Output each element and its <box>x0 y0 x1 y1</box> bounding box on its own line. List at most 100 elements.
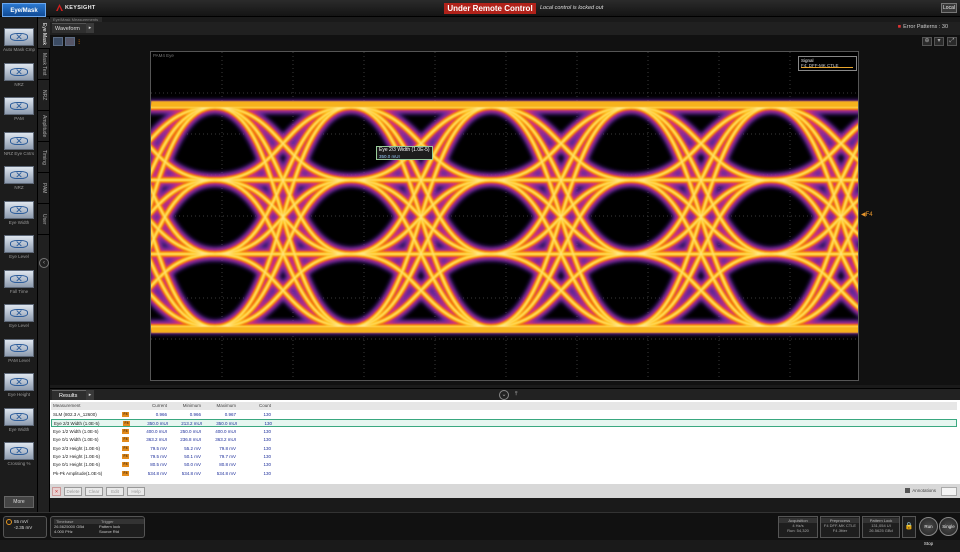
column-minimum[interactable]: Minimum <box>182 403 201 408</box>
table-row[interactable]: Eye 2/3 Width (1.0E-5) F4 350.0 mUI 213.2 m… <box>51 419 957 428</box>
vertical-tab[interactable]: Eye Mask <box>38 19 50 49</box>
cell-minimum: 50.0 mV <box>184 462 201 468</box>
pattern-lock-title: Pattern Lock <box>863 518 899 523</box>
channel-settings[interactable]: 55 mV/ -2.35 mV <box>3 516 47 538</box>
table-row[interactable]: Eye 1/2 Width (1.0E-5) F4 400.0 mUI 250.0 m… <box>51 428 957 436</box>
vertical-tab[interactable]: Mask Test <box>38 50 50 80</box>
table-row[interactable]: Eye 0/1 Width (1.0E-5) F4 363.2 mUI 236.8 m… <box>51 436 957 444</box>
collapse-toolbar-icon[interactable]: ‹ <box>39 258 49 268</box>
tool-button[interactable]: NRZ <box>3 166 35 190</box>
vertical-tab[interactable]: Timing <box>38 143 50 173</box>
pattern-lock-panel[interactable]: Pattern Lock 131,054 UI 26.5625 GBd <box>862 516 900 538</box>
dropdown-chevron-icon[interactable]: ▾ <box>934 37 944 46</box>
plot-title: PAM4 Eye <box>153 53 174 58</box>
table-row[interactable]: Eye 1/2 Height (1.0E-5) F4 79.5 mV 50.1 mV 7… <box>51 453 957 461</box>
tool-button[interactable]: PAM Level <box>3 338 35 363</box>
zoom-icon[interactable]: ⊕ <box>922 37 932 46</box>
help-button[interactable]: Help <box>127 487 145 496</box>
tool-label: NRZ <box>14 81 24 87</box>
eye-diagram-plot[interactable]: PAM4 Eye Eye 2/3 Width (1.0E-5) 350.0 mUI… <box>150 51 859 381</box>
tool-label: NRZ Eye Cntrs <box>3 150 35 156</box>
table-row[interactable]: Pk-Pk Amplitude(1.0E-5) F4 534.8 mV 534.8 m… <box>51 470 957 478</box>
tab-waveform[interactable]: Waveform <box>52 23 88 33</box>
results-menu-arrow-icon[interactable]: ▸ <box>86 390 94 400</box>
eye-measurement-icon <box>4 62 34 81</box>
f4-level-marker[interactable]: ◀F4 <box>861 211 873 218</box>
acquisition-panel[interactable]: Acquisition 4 Hz/s Run: 54,320 <box>778 516 818 538</box>
cell-name: Eye 2/3 Width (1.0E-5) <box>54 421 100 427</box>
eye-measurement-icon <box>4 304 34 322</box>
tab-menu-arrow-icon[interactable]: ▸ <box>86 23 94 33</box>
tool-button[interactable]: Auto Mask Cmp <box>3 28 35 52</box>
cell-name: Eye 0/1 Width (1.0E-5) <box>53 437 99 443</box>
table-row[interactable]: SLM (802.3 A_12600) F4 0.966 0.966 0.967 130 <box>51 411 957 419</box>
run-stop-button[interactable]: Run Stop <box>919 517 938 546</box>
tool-button[interactable]: Eye Width <box>3 200 35 225</box>
results-options-button[interactable] <box>941 487 957 496</box>
marker-pin-icon[interactable]: ⁝ <box>78 39 81 46</box>
tab-results[interactable]: Results <box>52 390 88 400</box>
annotations-toggle[interactable]: Annotations <box>905 488 936 494</box>
cell-minimum: 55.2 mV <box>184 445 201 451</box>
tool-button[interactable]: Fall Time <box>3 269 35 294</box>
more-button[interactable]: More <box>4 496 34 508</box>
local-button[interactable]: Local <box>941 3 957 13</box>
vertical-tab[interactable]: User <box>38 205 50 235</box>
eye-mask-mode-button[interactable]: Eye/Mask <box>2 3 46 17</box>
delete-button[interactable]: Delete <box>64 487 82 496</box>
error-patterns-status: ■ Error Patterns : 30 <box>898 24 948 30</box>
cell-name: Eye 0/1 Height (1.0E-5) <box>53 462 101 468</box>
timebase-trigger-settings[interactable]: Timebase 26.5625000 GBd 4.000 PHz Trigge… <box>50 516 145 538</box>
delete-icon[interactable]: ✕ <box>52 487 61 496</box>
vertical-tab[interactable]: PAM <box>38 174 50 204</box>
cell-minimum: 0.966 <box>189 412 201 417</box>
tool-button[interactable]: Eye Height <box>3 373 35 397</box>
edit-button[interactable]: Edit <box>106 487 124 496</box>
eye-measurement-icon <box>4 338 34 357</box>
cell-count: 130 <box>263 470 271 476</box>
pin-icon[interactable]: ⫯ <box>515 391 518 397</box>
remote-control-banner: Under Remote Control <box>444 3 536 14</box>
status-bar: 55 mV/ -2.35 mV Timebase 26.5625000 GBd … <box>0 512 960 546</box>
table-row[interactable]: Eye 0/1 Height (1.0E-5) F4 80.5 mV 50.0 mV 8… <box>51 461 957 469</box>
annotations-checkbox[interactable] <box>905 488 911 494</box>
cell-minimum: 534.8 mV <box>181 470 201 476</box>
measurement-cursor-label[interactable]: Eye 2/3 Width (1.0E-5) 350.0 mUI <box>376 146 433 160</box>
vertical-tab[interactable]: NRZ <box>38 81 50 111</box>
preprocess-function: F4 DFF-MK CTLE <box>823 523 857 528</box>
collapse-results-icon[interactable]: ⌄ <box>499 390 509 400</box>
eye-measurement-icon <box>4 131 34 150</box>
expand-icon[interactable]: ⤢ <box>947 37 957 46</box>
cursor-value-text: 350.0 mUI <box>379 154 400 159</box>
layout-single-icon[interactable] <box>53 37 63 46</box>
legend-source: F4: DFF-MK CTLE <box>801 63 839 68</box>
tool-button[interactable]: Eye Width <box>3 407 35 432</box>
signal-legend[interactable]: Signal F4: DFF-MK CTLE <box>798 56 857 71</box>
table-row[interactable]: Eye 2/3 Height (1.0E-5) F4 79.5 mV 55.2 mV 7… <box>51 445 957 453</box>
single-button[interactable]: Single <box>939 517 958 536</box>
tool-button[interactable]: PAM <box>3 97 35 121</box>
column-maximum[interactable]: Maximum <box>216 403 236 408</box>
marker-arrow-icon: ◀ <box>861 212 866 218</box>
cell-source: F4 <box>122 470 129 476</box>
column-current[interactable]: Current <box>151 403 167 408</box>
lock-icon[interactable]: 🔒 <box>902 516 916 538</box>
cell-minimum: 213.2 mUI <box>181 421 202 427</box>
column-measurement[interactable]: Measurement <box>53 403 81 408</box>
cell-current: 363.2 mUI <box>146 437 167 443</box>
results-header: Results ▸ ⌄ ⫯ <box>50 388 960 400</box>
tool-button[interactable]: NRZ <box>3 62 35 87</box>
layout-grid-icon[interactable] <box>65 37 75 46</box>
tool-button[interactable]: NRZ Eye Cntrs <box>3 131 35 156</box>
tool-button[interactable]: Eye Level <box>3 235 35 259</box>
eye-measurement-icon <box>4 235 34 253</box>
vertical-tab[interactable]: Amplitude <box>38 112 50 142</box>
cell-name: Eye 2/3 Height (1.0E-5) <box>53 445 101 451</box>
cell-name: SLM (802.3 A_12600) <box>53 412 97 417</box>
tool-button[interactable]: Eye Level <box>3 304 35 328</box>
tool-label: Fall Time <box>9 288 29 294</box>
tool-button[interactable]: Crossing % <box>3 442 35 466</box>
column-count[interactable]: Count <box>258 403 271 408</box>
preprocess-panel[interactable]: Preprocess F4 DFF-MK CTLE F4 Jitter <box>820 516 860 538</box>
clear-button[interactable]: Clear <box>85 487 103 496</box>
